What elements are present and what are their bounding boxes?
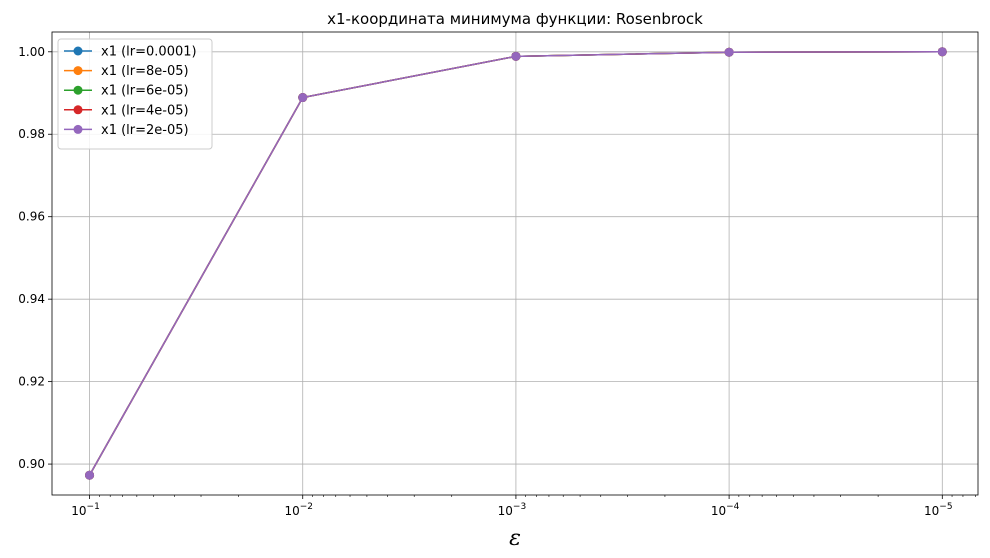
- data-point: [85, 470, 95, 480]
- legend-label: x1 (lr=8e-05): [101, 64, 189, 79]
- data-point: [937, 47, 947, 57]
- chart-title: x1-координата минимума функции: Rosenbro…: [327, 10, 703, 28]
- series-group: [85, 47, 947, 480]
- legend-label: x1 (lr=6e-05): [101, 84, 189, 99]
- legend-label: x1 (lr=2e-05): [101, 123, 189, 138]
- y-tick-label: 0.98: [18, 127, 45, 141]
- y-tick-label: 0.90: [18, 457, 45, 471]
- x-axis-label: ε: [509, 526, 521, 551]
- y-tick-label: 0.94: [18, 292, 45, 306]
- x-axis-ticks: 10−1 10−2 10−3 10−4 10−5: [71, 495, 953, 518]
- y-tick-label: 0.92: [18, 375, 45, 389]
- x-tick-label: 10−3: [498, 502, 527, 518]
- data-point: [511, 51, 521, 61]
- legend-marker: [73, 124, 83, 134]
- legend-marker: [73, 105, 83, 115]
- legend-marker: [73, 85, 83, 95]
- x-tick-label: 10−4: [711, 502, 740, 518]
- y-tick-label: 0.96: [18, 210, 45, 224]
- plot-frame: [51, 31, 979, 496]
- y-tick-label: 1.00: [18, 45, 45, 59]
- legend-box: [57, 38, 213, 150]
- legend-label: x1 (lr=0.0001): [101, 45, 197, 60]
- legend-marker: [73, 66, 83, 76]
- legend-marker: [73, 46, 83, 56]
- x-tick-label: 10−2: [284, 502, 313, 518]
- data-point: [298, 93, 308, 103]
- legend: x1 (lr=0.0001) x1 (lr=8e-05) x1 (lr=6e-05)…: [57, 38, 213, 150]
- x-tick-label: 10−5: [924, 502, 953, 518]
- data-point: [724, 47, 734, 57]
- legend-label: x1 (lr=4e-05): [101, 103, 189, 118]
- x-tick-label: 10−1: [71, 502, 100, 518]
- y-axis-ticks: 0.90 0.92 0.94 0.96 0.98 1.00: [18, 45, 52, 471]
